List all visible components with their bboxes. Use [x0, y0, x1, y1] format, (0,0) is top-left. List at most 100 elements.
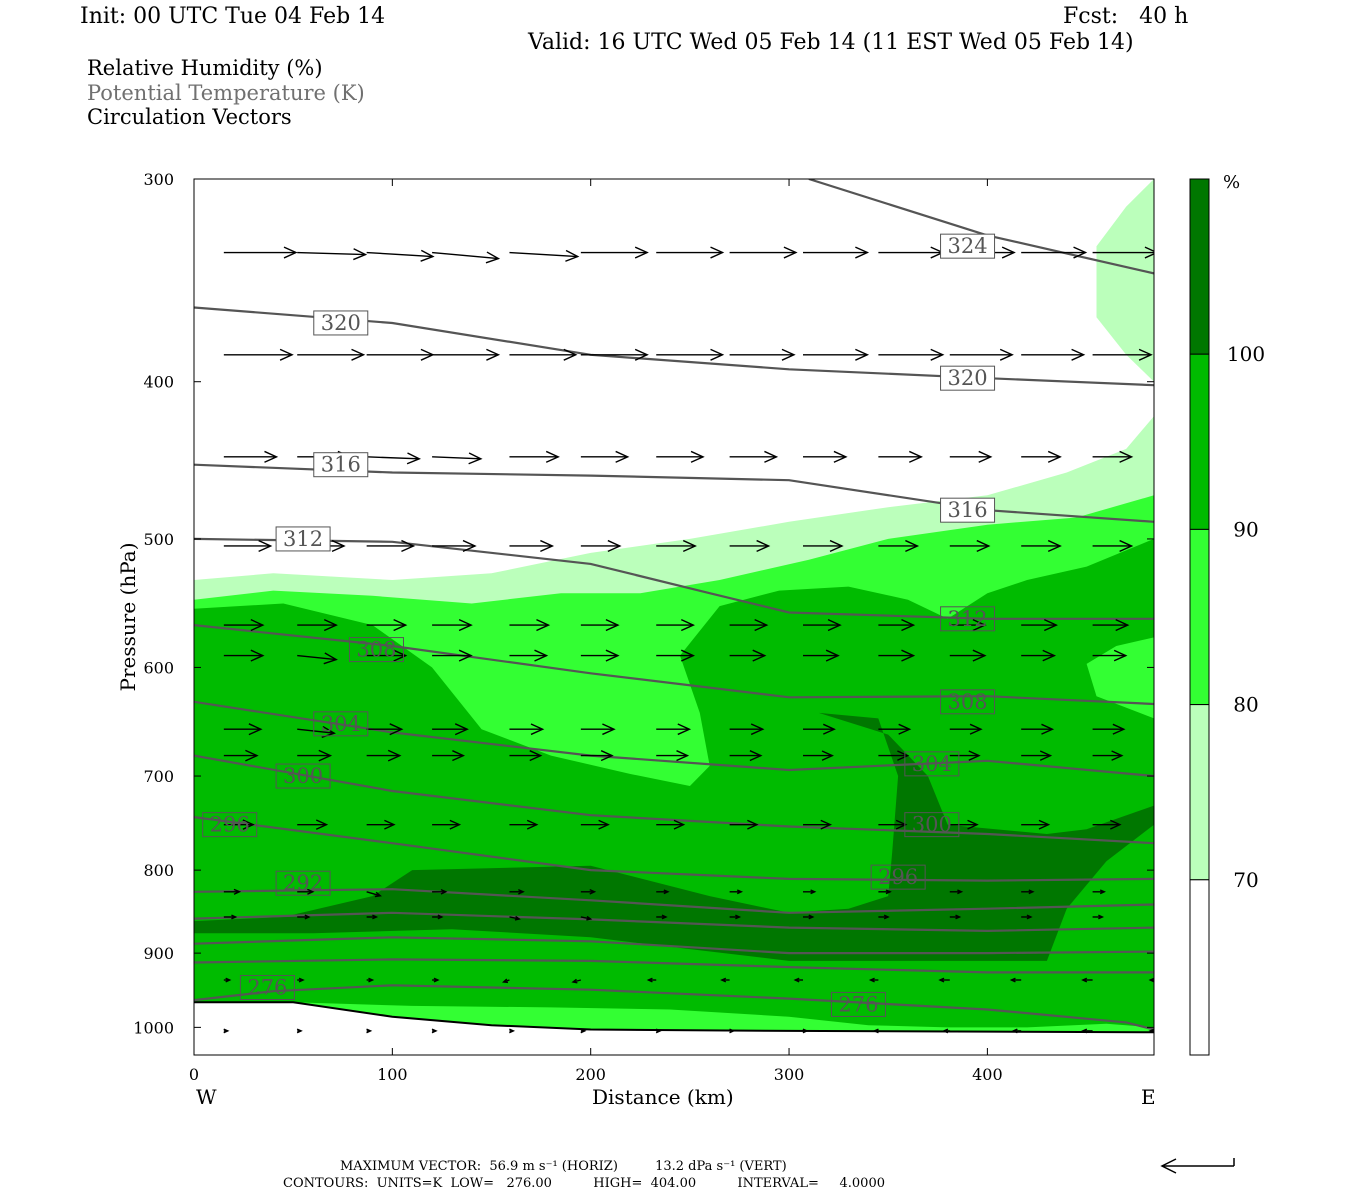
isentrope-labels: 324 320 320 316 316 312 312 308 308 304 304 300 300 2…: [202, 233, 996, 1017]
vector-arrow: [949, 723, 983, 735]
isentrope-label-308: 308: [948, 690, 988, 714]
vector-head: [972, 649, 987, 662]
vector-arrow: [366, 723, 404, 736]
vector-arrow: [580, 450, 630, 463]
isentrope-label-316: 316: [321, 453, 361, 477]
surface-pressure-line: [194, 1001, 1154, 1034]
vector-arrow: [729, 539, 771, 552]
vector-arrow: [729, 889, 744, 895]
vector-arrow: [878, 450, 923, 463]
vector-arrow: [803, 539, 844, 552]
forecast-hour: Fcst: 40 h: [1063, 4, 1189, 29]
x-tick-label: 100: [377, 1065, 408, 1084]
vector-head: [449, 819, 462, 830]
vector-head: [1166, 915, 1170, 919]
vector-head: [387, 749, 402, 762]
vector-head: [605, 619, 620, 632]
vector-head: [827, 619, 842, 632]
vector-arrow: [656, 619, 695, 632]
vector-arrow: [509, 450, 560, 463]
vector-head: [580, 1028, 587, 1034]
vector-arrow: [1021, 348, 1086, 361]
legend-theta-title: Potential Temperature (K): [87, 81, 365, 105]
vector-arrow: [729, 246, 798, 259]
vector-head: [756, 539, 771, 552]
vector-head: [676, 750, 690, 762]
vector-head: [279, 348, 294, 361]
vector-shaft: [432, 456, 481, 460]
isentrope-unlabeled-16: [194, 911, 1154, 933]
vector-head: [565, 249, 580, 262]
vector-arrow: [297, 652, 338, 665]
vector-head: [895, 819, 908, 830]
vector-arrow: [656, 348, 725, 361]
vector-arrow: [1092, 246, 1154, 259]
vector-arrow: [1092, 619, 1130, 632]
vector-arrow: [431, 1028, 438, 1034]
below-ground-mask: [194, 1002, 1154, 1055]
vector-head: [420, 249, 435, 262]
vector-arrow: [571, 978, 582, 984]
vector-head: [1039, 750, 1053, 761]
vector-arrow: [803, 450, 848, 463]
vector-head: [315, 819, 329, 830]
vector-head: [264, 450, 279, 463]
vector-head: [680, 649, 695, 662]
vector-arrow: [878, 819, 908, 830]
vector-head: [223, 1028, 230, 1034]
plot-area: 324 320 320 316 316 312 312 308 308 304 304 300 300 2…: [194, 179, 1170, 1055]
vector-arrow: [938, 977, 950, 983]
vector-arrow: [729, 750, 763, 762]
vector-arrow: [729, 450, 779, 463]
vector-arrow: [656, 914, 668, 920]
isentrope-label-box-312: [940, 606, 996, 632]
vector-shaft: [432, 251, 499, 260]
vector-arrow: [1021, 539, 1062, 552]
vector-head: [1011, 1028, 1018, 1034]
vector-arrow: [223, 649, 265, 662]
vector-head: [634, 246, 649, 259]
vector-arrow: [366, 649, 408, 662]
vector-head: [615, 450, 630, 463]
isentrope-label-312: 312: [283, 527, 323, 551]
y-tick-label: 1000: [133, 1018, 174, 1037]
vector-arrow: [1160, 915, 1170, 919]
vector-head: [468, 452, 483, 465]
isentrope-label-box-320: [313, 310, 369, 336]
vector-head: [509, 1028, 516, 1034]
vector-head: [976, 539, 991, 552]
vector-arrow: [1021, 750, 1053, 761]
vector-arrow: [646, 977, 657, 983]
vector-head: [245, 749, 259, 762]
vector-arrow: [656, 649, 695, 662]
vector-arrow: [656, 819, 686, 830]
vector-head: [307, 888, 315, 895]
vector-head: [304, 914, 311, 920]
vector-head: [897, 750, 910, 761]
vector-arrow: [803, 619, 842, 632]
vector-head: [353, 248, 368, 261]
y-tick-label: 400: [143, 373, 174, 392]
vector-shaft: [366, 456, 420, 460]
colorbar-band-70-80: [1189, 704, 1210, 881]
vector-head: [1026, 914, 1033, 920]
vector-arrow: [878, 348, 945, 361]
vector-arrow: [432, 723, 469, 736]
isentrope-label-box-308: [348, 637, 404, 663]
vector-head: [1098, 914, 1105, 920]
vector-arrow: [432, 914, 444, 920]
vector-arrow: [580, 723, 616, 736]
vector-head: [231, 914, 238, 920]
isentrope-label-316: 316: [948, 498, 988, 522]
vector-arrow: [803, 889, 817, 895]
vector-arrow: [1021, 723, 1055, 735]
vector-arrow: [1021, 889, 1035, 895]
isentrope-label-box-304: [313, 711, 369, 737]
isentrope-label-box-300: [275, 763, 331, 789]
vector-arrow: [1081, 1028, 1093, 1034]
vector-arrow: [1021, 619, 1058, 632]
vector-arrow: [223, 977, 232, 983]
isentrope-label-304: 304: [321, 712, 361, 736]
isentrope-label-296: 296: [878, 865, 918, 889]
vector-arrow: [509, 348, 578, 361]
